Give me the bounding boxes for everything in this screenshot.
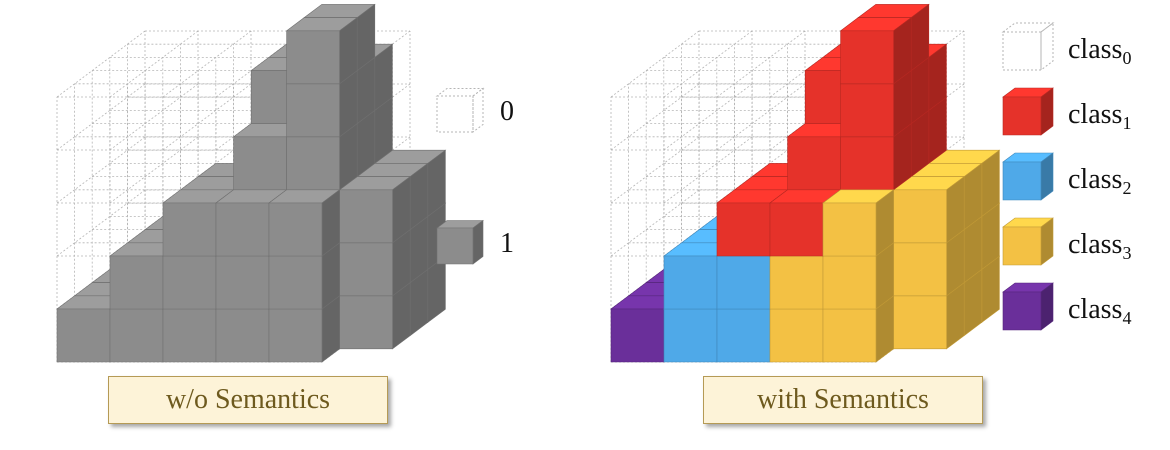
cube-front-face: [822, 202, 877, 257]
right-caption: with Semantics: [703, 376, 983, 424]
legend-cube-side: [1040, 22, 1054, 71]
cube-front-face: [769, 255, 824, 310]
cube-front-face: [822, 308, 877, 363]
legend-cube-top: [435, 88, 485, 97]
left-caption: w/o Semantics: [108, 376, 388, 424]
cube-front-face: [215, 255, 270, 310]
legend-cube-1: [436, 219, 484, 265]
legend-cube-0: [435, 87, 485, 133]
grid-line: [610, 136, 700, 204]
grid-line: [162, 30, 252, 98]
cube-front-face: [268, 202, 323, 257]
legend-cube-front: [1002, 96, 1042, 136]
cube-front-face: [716, 308, 771, 363]
legend-cube-side: [472, 87, 484, 133]
cube-front-face: [610, 308, 665, 363]
grid-line: [610, 83, 700, 151]
voxel-red: [839, 17, 913, 85]
cube-front-face: [893, 189, 947, 244]
left-caption-text: w/o Semantics: [165, 384, 331, 415]
cube-front-face: [716, 255, 771, 310]
voxel-gray: [338, 176, 412, 244]
legend-cube-front: [1002, 291, 1042, 331]
cube-front-face: [663, 255, 718, 310]
cube-front-face: [840, 30, 894, 85]
legend-cube-front: [1002, 226, 1042, 266]
grid-line: [109, 83, 199, 151]
cube-front-face: [840, 83, 894, 138]
cube-front-face: [663, 308, 718, 363]
legend-cubes: [435, 22, 1055, 331]
grid-line: [663, 83, 753, 151]
cube-front-face: [339, 295, 393, 350]
legend-label-class2: class2: [1068, 164, 1132, 198]
legend-cube-top: [1001, 22, 1055, 33]
cube-front-face: [769, 202, 824, 257]
cube-front-face: [56, 308, 111, 363]
cube-front-face: [339, 242, 393, 297]
legend-cube-side: [472, 219, 484, 265]
right-semantic-voxels: [610, 3, 1001, 363]
cube-front-face: [339, 189, 393, 244]
cube-front-face: [215, 308, 270, 363]
cube-front-face: [893, 242, 947, 297]
legend-label-class3: class3: [1068, 229, 1132, 263]
legend-cube-class0: [1001, 22, 1055, 71]
legend-cube-class2: [1002, 152, 1054, 201]
cube-front-face: [109, 255, 164, 310]
legend-cube-front: [1002, 31, 1042, 71]
cube-front-face: [716, 202, 771, 257]
grid-line: [610, 30, 700, 98]
legend-cube-class1: [1002, 87, 1054, 136]
cube-front-face: [893, 295, 947, 350]
voxel-gray: [285, 17, 359, 85]
cube-front-face: [233, 136, 287, 191]
cube-front-face: [840, 136, 894, 191]
cube-front-face: [787, 136, 841, 191]
cube-front-face: [162, 202, 217, 257]
cube-front-face: [822, 255, 877, 310]
cube-front-face: [162, 308, 217, 363]
grid-line: [109, 30, 199, 98]
right-caption-text: with Semantics: [757, 384, 929, 415]
cube-front-face: [109, 308, 164, 363]
voxel-yellow: [892, 176, 966, 244]
voxel-yellow: [822, 189, 895, 257]
cube-front-face: [286, 30, 340, 85]
grid-line: [716, 30, 806, 98]
legend-label-0: 0: [500, 96, 514, 127]
legend-cube-class4: [1002, 282, 1054, 331]
legend-label-class4: class4: [1068, 294, 1132, 328]
cube-front-face: [215, 202, 270, 257]
legend-label-class1: class1: [1068, 99, 1132, 133]
legend-label-1: 1: [500, 228, 514, 259]
grid-line: [56, 30, 146, 98]
cube-front-face: [268, 308, 323, 363]
cube-front-face: [286, 136, 340, 191]
left-occupied-voxels: [56, 3, 447, 363]
legend-cube-class3: [1002, 217, 1054, 266]
grid-line: [56, 136, 146, 204]
cube-front-face: [286, 83, 340, 138]
legend-cube-front: [1002, 161, 1042, 201]
voxel-yellow: [822, 295, 895, 363]
cube-front-face: [162, 255, 217, 310]
grid-line: [56, 83, 146, 151]
legend-label-class0: class0: [1068, 34, 1132, 68]
legend-cube-front: [436, 95, 474, 133]
cube-front-face: [268, 255, 323, 310]
cube-front-face: [769, 308, 824, 363]
voxel-gray: [268, 189, 341, 257]
legend-cube-front: [436, 227, 474, 265]
grid-line: [663, 30, 753, 98]
